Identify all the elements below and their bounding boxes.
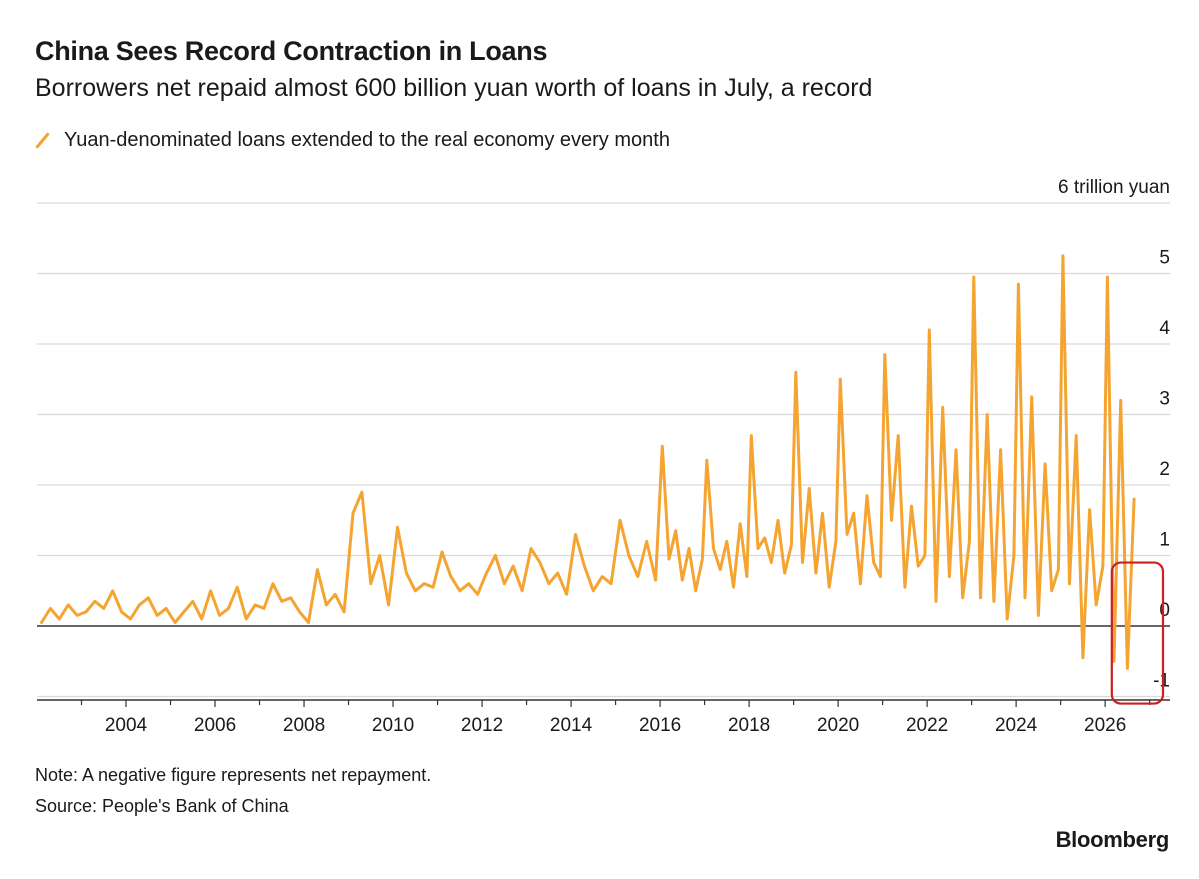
x-tick-label: 2014	[550, 715, 593, 736]
y-tick-label: 4	[1159, 318, 1170, 339]
x-tick-label: 2026	[1084, 715, 1126, 736]
x-tick-label: 2018	[728, 715, 770, 736]
x-tick-label: 2008	[283, 715, 325, 736]
highlight-box	[1110, 561, 1165, 705]
y-tick-label: 6 trillion yuan	[1058, 177, 1170, 198]
x-tick-label: 2010	[372, 715, 414, 736]
x-tick-label: 2020	[817, 715, 859, 736]
legend: Yuan-denominated loans extended to the r…	[35, 126, 670, 154]
y-tick-label: 2	[1159, 459, 1170, 480]
x-tick-label: 2024	[995, 715, 1038, 736]
chart-source: Source: People's Bank of China	[35, 796, 289, 816]
y-tick-label: -1	[1153, 671, 1170, 692]
x-tick-label: 2016	[639, 715, 681, 736]
y-axis-labels: 6 trillion yuan 5 4 3 2 1 0 -1	[1058, 177, 1170, 692]
bloomberg-logo: Bloomberg	[1055, 827, 1170, 852]
y-tick-label: 5	[1159, 248, 1170, 269]
series-layer	[40, 254, 1136, 670]
x-axis: 2004 2006 2008 2010 2012 2014 2016 2018 2020 2022…	[37, 699, 1170, 736]
x-tick-label: 2004	[105, 715, 148, 736]
chart-title: China Sees Record Contraction in Loans	[35, 36, 548, 66]
chart-note: Note: A negative figure represents net r…	[35, 765, 432, 785]
x-tick-label: 2022	[906, 715, 948, 736]
y-tick-label: 0	[1159, 600, 1170, 621]
series-line-0	[40, 254, 1136, 670]
chart-subtitle: Borrowers net repaid almost 600 billion …	[35, 74, 873, 102]
y-tick-label: 3	[1159, 389, 1170, 410]
x-tick-label: 2006	[194, 715, 236, 736]
y-tick-label: 1	[1159, 530, 1170, 551]
annotation-layer	[1110, 561, 1165, 705]
legend-label: Yuan-denominated loans extended to the r…	[64, 128, 670, 151]
x-tick-label: 2012	[461, 715, 503, 736]
